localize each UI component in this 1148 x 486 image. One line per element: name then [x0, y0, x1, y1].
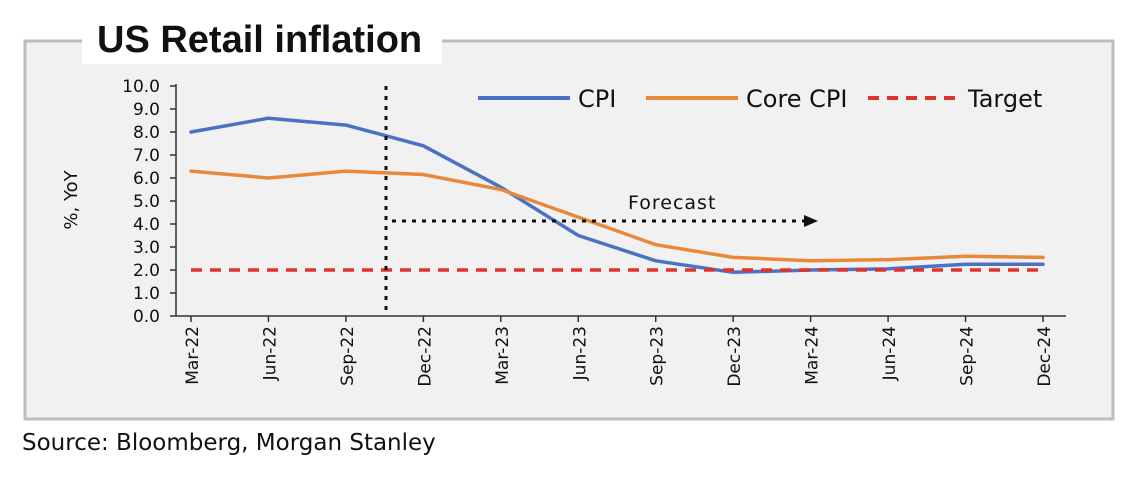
series-line-cpi — [189, 116, 1045, 275]
x-tick-label: Dec-23 — [725, 326, 745, 387]
x-tick-label: Sep-24 — [958, 326, 978, 386]
y-tick-label: 9.0 — [133, 100, 160, 120]
legend-label: Core CPI — [746, 85, 847, 113]
y-tick-label: 1.0 — [133, 284, 160, 304]
x-tick-label: Jun-24 — [880, 326, 900, 381]
x-tick-label: Mar-23 — [493, 326, 513, 385]
y-tick-label: 10.0 — [122, 77, 160, 97]
forecast-arrow-head — [804, 215, 818, 227]
source-note: Source: Bloomberg, Morgan Stanley — [22, 430, 436, 456]
y-tick-label: 5.0 — [133, 192, 160, 212]
x-tick-label: Jun-23 — [570, 326, 590, 381]
legend-label: Target — [967, 85, 1042, 113]
legend: CPI Core CPI Target — [478, 85, 1042, 113]
x-tick-label: Jun-22 — [260, 326, 280, 381]
y-tick-label: 3.0 — [133, 238, 160, 258]
y-tick-label: 0.0 — [133, 307, 160, 327]
y-axis-label: %, YoY — [61, 169, 82, 229]
chart-frame: US Retail inflation 0.0 1.0 2.0 3.0 4.0 5.0 6.… — [23, 18, 1115, 421]
forecast-label: Forecast — [628, 192, 716, 214]
x-axis-ticks: Mar-22 Jun-22 Sep-22 Dec-22 Mar-23 Jun-23 Sep-… — [183, 316, 1055, 387]
x-tick-label: Mar-24 — [803, 326, 823, 385]
chart-title: US Retail inflation — [97, 19, 422, 61]
series-line-core-cpi — [189, 169, 1045, 263]
y-tick-label: 8.0 — [133, 123, 160, 143]
x-tick-label: Mar-22 — [183, 326, 203, 385]
y-tick-label: 2.0 — [133, 261, 160, 281]
x-tick-label: Sep-23 — [648, 326, 668, 386]
legend-label: CPI — [578, 85, 616, 113]
y-tick-label: 6.0 — [133, 169, 160, 189]
title-backdrop — [82, 18, 442, 64]
x-tick-label: Dec-22 — [415, 326, 435, 387]
series-layer — [189, 116, 1045, 275]
x-tick-label: Sep-22 — [338, 326, 358, 386]
y-tick-label: 4.0 — [133, 215, 160, 235]
y-tick-label: 7.0 — [133, 146, 160, 166]
y-axis-ticks: 0.0 1.0 2.0 3.0 4.0 5.0 6.0 7.0 8.0 9.0 10.0 — [122, 77, 176, 327]
x-tick-label: Dec-24 — [1035, 326, 1055, 387]
